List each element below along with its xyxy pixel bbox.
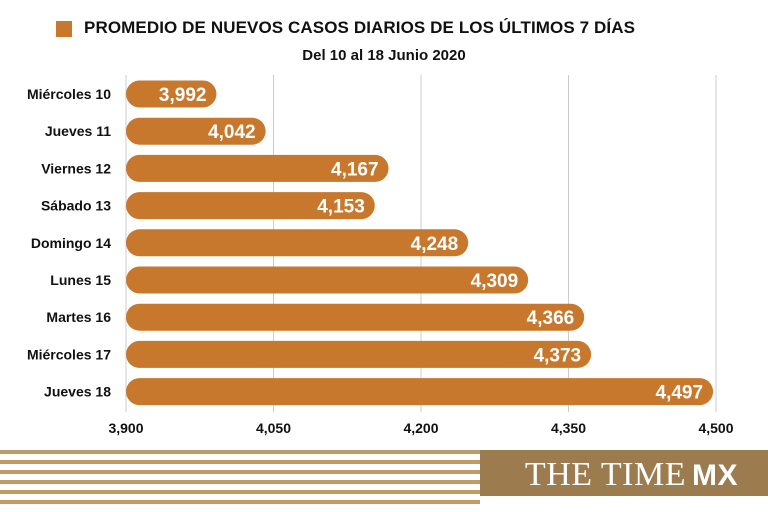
- category-label: Miércoles 10: [27, 86, 111, 102]
- x-tick-label: 4,500: [698, 420, 733, 436]
- bar-value-label: 4,366: [527, 308, 575, 329]
- category-label: Viernes 12: [41, 160, 111, 176]
- bar: [126, 192, 375, 220]
- bar: [126, 340, 592, 368]
- category-label: Domingo 14: [31, 235, 111, 251]
- bar: [126, 303, 585, 331]
- brand-logo: THE TIME MX: [480, 450, 768, 496]
- category-label: Miércoles 17: [27, 346, 111, 362]
- category-label: Jueves 18: [44, 384, 111, 400]
- x-tick-label: 3,900: [108, 420, 143, 436]
- x-tick-label: 4,200: [403, 420, 438, 436]
- chart-subtitle: Del 10 al 18 Junio 2020: [302, 47, 466, 64]
- x-axis-ticks: 3,900 4,050 4,200 4,350 4,500: [108, 420, 733, 436]
- brand-suffix: MX: [692, 459, 738, 492]
- footer-stripes: [0, 450, 768, 512]
- chart-title: PROMEDIO DE NUEVOS CASOS DIARIOS DE LOS …: [84, 18, 636, 37]
- category-label: Lunes 15: [50, 272, 111, 288]
- bar-value-label: 4,497: [656, 383, 704, 404]
- bar: [126, 154, 389, 182]
- bar: [126, 229, 469, 257]
- bar: [126, 80, 217, 108]
- bar-value-label: 4,042: [208, 122, 256, 143]
- x-tick-label: 4,050: [256, 420, 291, 436]
- x-tick-label: 4,350: [551, 420, 586, 436]
- brand-name: THE TIME: [524, 456, 686, 493]
- bar-value-label: 4,248: [411, 234, 459, 255]
- bar-value-label: 4,153: [317, 197, 365, 218]
- bar: [126, 266, 529, 294]
- category-label: Sábado 13: [41, 198, 111, 214]
- legend-swatch: [56, 21, 72, 37]
- bar-value-label: 4,309: [471, 271, 519, 292]
- bar: [126, 378, 714, 406]
- category-label: Martes 16: [46, 309, 111, 325]
- bar-value-label: 4,167: [331, 159, 379, 180]
- category-labels: Miércoles 10 Jueves 11 Viernes 12 Sábado 13…: [27, 86, 111, 400]
- bar-value-label: 3,992: [159, 85, 207, 106]
- bar: [126, 117, 266, 145]
- category-label: Jueves 11: [45, 123, 111, 139]
- bar-value-label: 4,373: [534, 345, 582, 366]
